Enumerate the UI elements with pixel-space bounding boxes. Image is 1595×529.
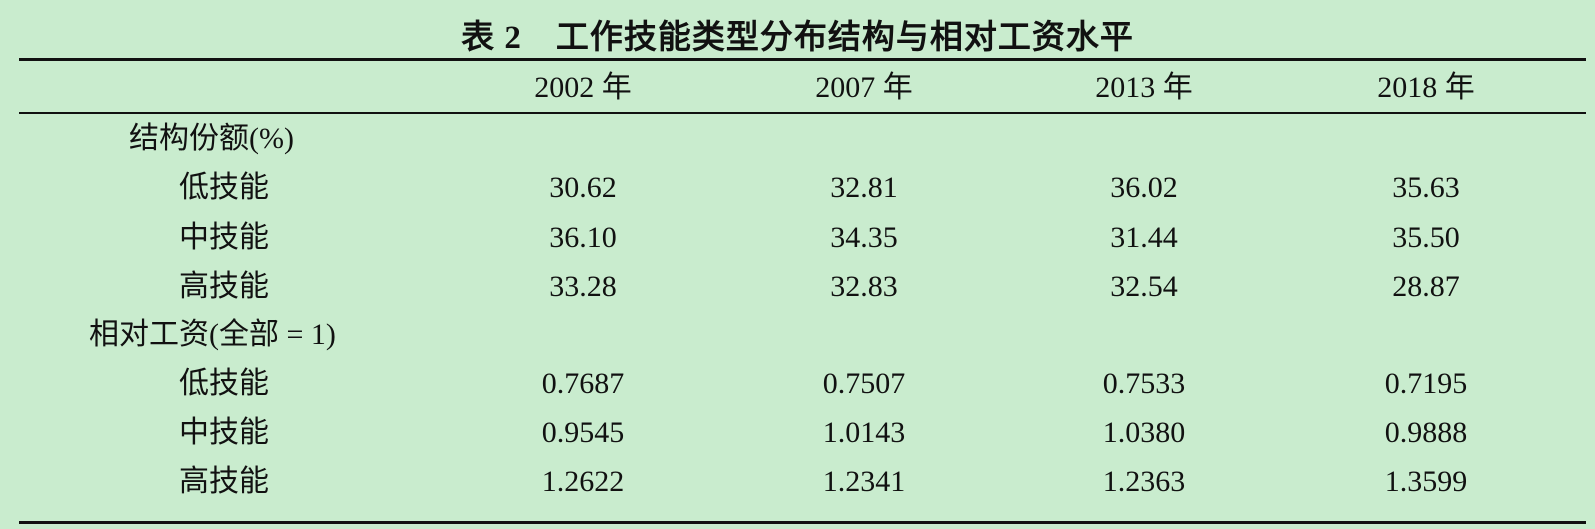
row-label: 中技能 xyxy=(179,416,269,449)
section-label-relative-wage: 相对工资(全部 = 1) xyxy=(89,318,336,351)
table-cell: 1.2341 xyxy=(822,465,906,498)
table-cell: 30.62 xyxy=(549,171,617,204)
table-cell: 0.7507 xyxy=(822,367,906,400)
table-cell: 1.2622 xyxy=(541,465,625,498)
top-rule xyxy=(19,58,1586,61)
table-cell: 0.7687 xyxy=(541,367,625,400)
table-title: 表 2 工作技能类型分布结构与相对工资水平 xyxy=(461,20,1134,56)
row-label: 高技能 xyxy=(179,270,269,303)
table-cell: 32.81 xyxy=(830,171,898,204)
column-header-2018: 2018 年 xyxy=(1377,71,1475,104)
table-cell: 32.83 xyxy=(830,270,898,303)
table-cell: 34.35 xyxy=(830,221,898,254)
row-label: 高技能 xyxy=(179,465,269,498)
table-cell: 35.50 xyxy=(1392,221,1460,254)
table-cell: 28.87 xyxy=(1392,270,1460,303)
header-rule xyxy=(19,112,1586,114)
table-cell: 0.7195 xyxy=(1384,367,1468,400)
column-header-2007: 2007 年 xyxy=(815,71,913,104)
row-label: 低技能 xyxy=(179,367,269,400)
section-label-structure-share: 结构份额(%) xyxy=(129,122,294,155)
table-cell: 1.0380 xyxy=(1102,416,1186,449)
table-cell: 0.9545 xyxy=(541,416,625,449)
bottom-rule xyxy=(19,521,1586,524)
row-label: 低技能 xyxy=(179,171,269,204)
column-header-2002: 2002 年 xyxy=(534,71,632,104)
column-header-2013: 2013 年 xyxy=(1095,71,1193,104)
table-cell: 35.63 xyxy=(1392,171,1460,204)
row-label: 中技能 xyxy=(179,221,269,254)
table-cell: 36.02 xyxy=(1110,171,1178,204)
table-cell: 0.9888 xyxy=(1384,416,1468,449)
table-cell: 33.28 xyxy=(549,270,617,303)
table-cell: 1.2363 xyxy=(1102,465,1186,498)
table-cell: 1.3599 xyxy=(1384,465,1468,498)
table-cell: 32.54 xyxy=(1110,270,1178,303)
table-cell: 31.44 xyxy=(1110,221,1178,254)
table-cell: 36.10 xyxy=(549,221,617,254)
table-cell: 0.7533 xyxy=(1102,367,1186,400)
table-cell: 1.0143 xyxy=(822,416,906,449)
